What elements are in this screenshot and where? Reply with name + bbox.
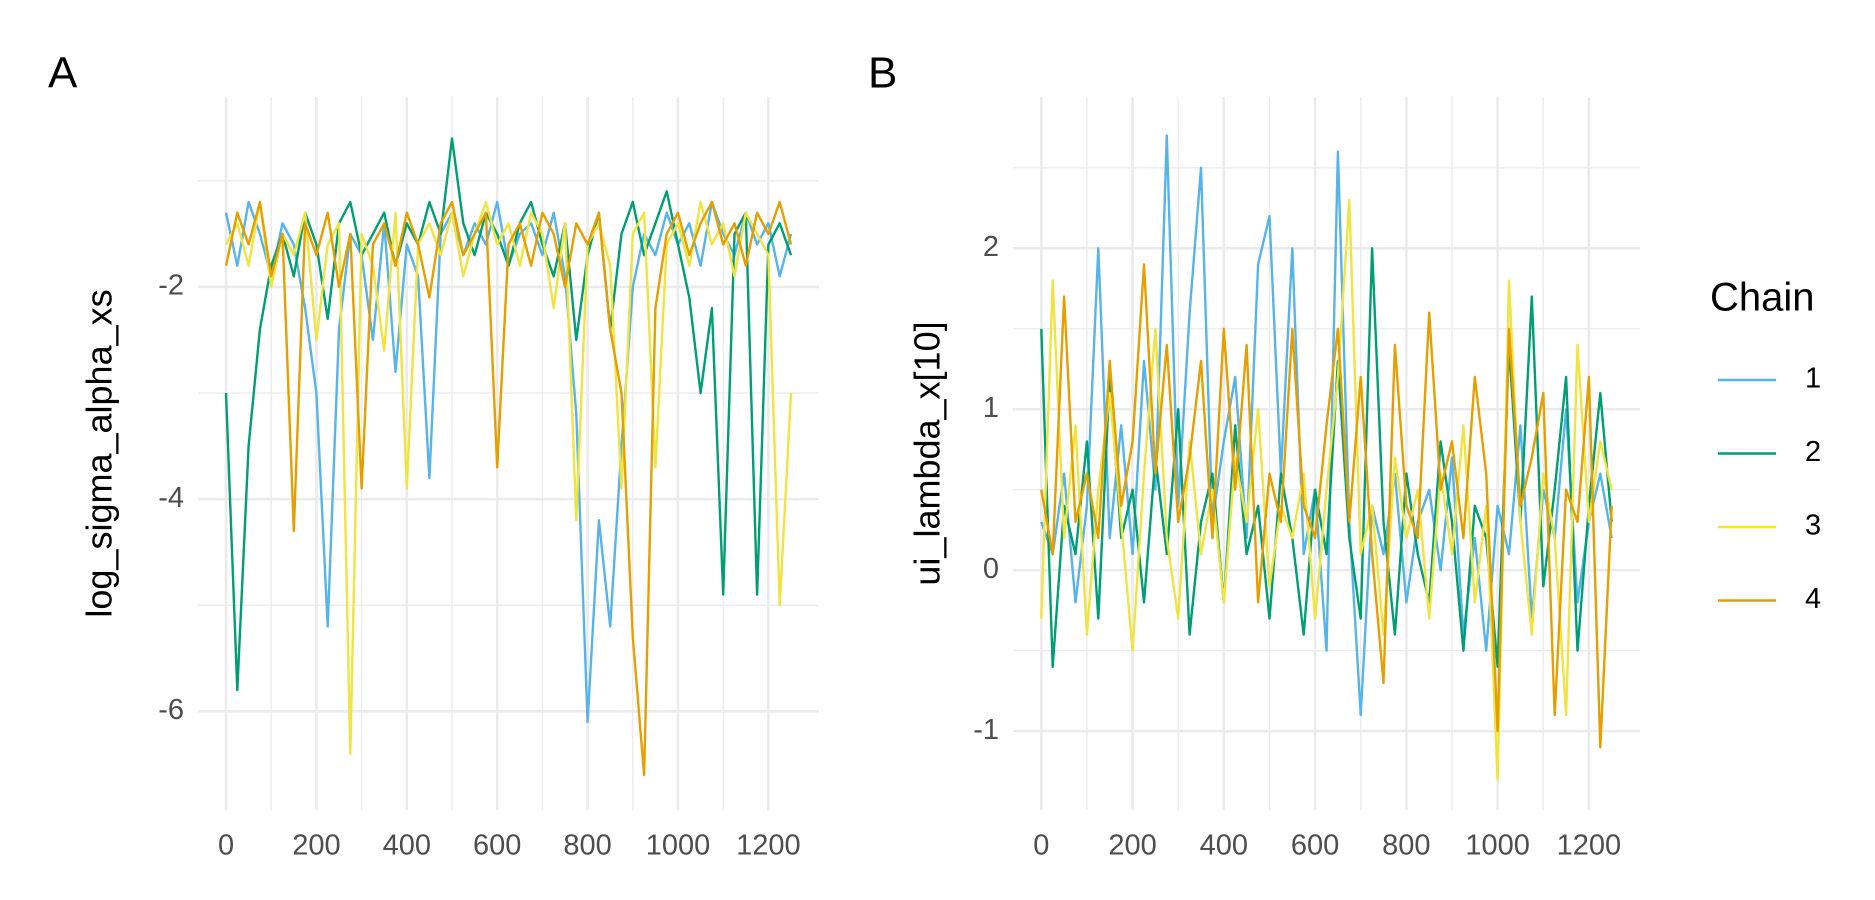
legend-label: 1 (1805, 363, 1821, 395)
x-tick-label: 0 (1033, 830, 1049, 862)
x-tick-label: 200 (292, 830, 340, 862)
series-line (1040, 263, 1613, 749)
x-tick-label: 600 (473, 830, 521, 862)
series-line (224, 200, 793, 777)
y-axis-label: log_sigma_alpha_xs (79, 289, 120, 617)
x-tick-label: 1000 (1465, 830, 1530, 862)
legend-title: Chain (1710, 276, 1815, 320)
x-tick-label: 1200 (1557, 830, 1622, 862)
x-tick-label: 0 (218, 830, 234, 862)
x-tick-label: 400 (1200, 830, 1248, 862)
y-axis-label: ui_lambda_x[10] (907, 321, 948, 585)
x-tick-label: 1200 (736, 830, 801, 862)
y-tick-label: -2 (158, 270, 184, 302)
y-tick-label: -1 (973, 714, 999, 746)
y-tick-label: 2 (983, 231, 999, 263)
legend-label: 3 (1805, 510, 1821, 542)
y-tick-label: 1 (983, 392, 999, 424)
y-tick-label: -6 (158, 694, 184, 726)
series-line (224, 200, 793, 755)
x-tick-label: 1000 (646, 830, 711, 862)
y-tick-label: -4 (158, 482, 184, 514)
panel-label: B (868, 49, 897, 98)
x-tick-label: 600 (1291, 830, 1339, 862)
x-tick-label: 200 (1108, 830, 1156, 862)
legend-label: 4 (1805, 583, 1821, 615)
x-tick-label: 800 (1382, 830, 1430, 862)
panel-label: A (48, 49, 78, 98)
x-tick-label: 400 (383, 830, 431, 862)
y-tick-label: 0 (983, 553, 999, 585)
legend-label: 2 (1805, 436, 1821, 468)
x-tick-label: 800 (563, 830, 611, 862)
